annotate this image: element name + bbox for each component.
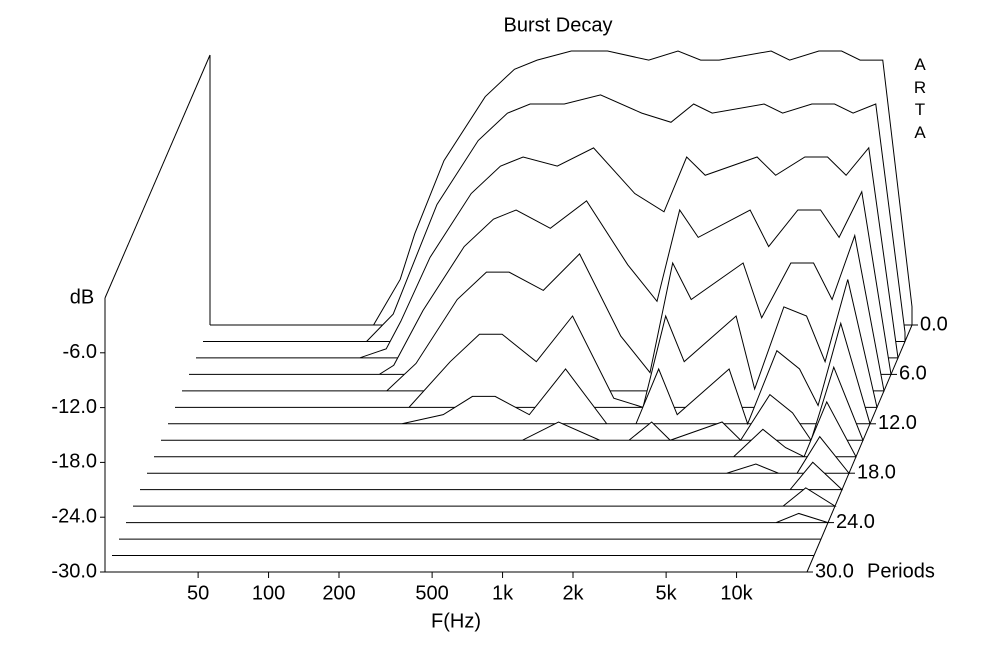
x-tick-label: 5k — [656, 582, 678, 604]
x-tick-label: 2k — [562, 582, 584, 604]
chart-title: Burst Decay — [504, 14, 613, 36]
decay-slice — [161, 365, 864, 442]
z-tick-label: 12.0 — [878, 412, 917, 434]
y-tick-label: -6.0 — [63, 341, 97, 363]
x-axis-label: F(Hz) — [431, 610, 481, 632]
z-tick-label: 18.0 — [857, 461, 896, 483]
decay-slice — [175, 279, 878, 408]
x-tick-label: 10k — [720, 582, 753, 604]
z-tick-label: 0.0 — [920, 313, 948, 335]
decay-slice — [140, 461, 844, 491]
decay-slice — [168, 321, 871, 426]
x-tick-label: 1k — [492, 582, 514, 604]
decay-slice — [126, 512, 829, 524]
watermark: ARTA — [913, 55, 927, 142]
decay-slice — [147, 435, 851, 474]
z-tick-label: 6.0 — [899, 363, 927, 385]
side-wall-edge — [104, 54, 211, 299]
y-tick-label: -24.0 — [51, 505, 97, 527]
z-tick-label: 24.0 — [836, 511, 875, 533]
x-tick-label: 50 — [187, 582, 209, 604]
x-tick-label: 500 — [415, 582, 448, 604]
x-tick-label: 100 — [252, 582, 285, 604]
z-tick-label: 30.0 — [815, 560, 854, 582]
y-tick-label: -12.0 — [51, 396, 97, 418]
z-axis — [806, 324, 913, 573]
y-tick-label: -30.0 — [51, 560, 97, 582]
x-tick-label: 200 — [322, 582, 355, 604]
y-axis-label: dB — [70, 286, 94, 308]
decay-slice — [133, 487, 837, 507]
decay-slice — [154, 400, 857, 458]
y-tick-label: -18.0 — [51, 451, 97, 473]
z-axis-label: Periods — [867, 560, 935, 582]
